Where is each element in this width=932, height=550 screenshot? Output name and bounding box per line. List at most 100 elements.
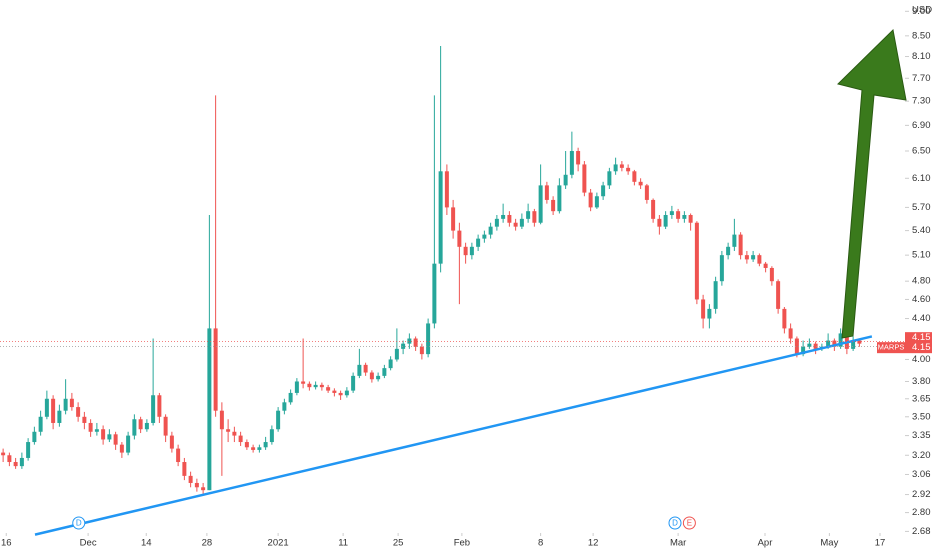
y-tick-label: 3.65 (912, 393, 931, 404)
price-label-bg (905, 332, 932, 344)
candle-body (132, 419, 137, 436)
candle-body (663, 214, 668, 227)
price-label-bg (905, 342, 932, 354)
trendline (34, 335, 873, 536)
x-tick-label: 8 (538, 538, 543, 549)
x-tick-label: Mar (670, 538, 686, 549)
y-tick-label: 5.10 (912, 250, 931, 261)
candle-body (376, 375, 381, 380)
candle-body (669, 211, 674, 215)
candle-body (407, 338, 412, 344)
event-label: D (76, 519, 82, 528)
candle-body (238, 435, 243, 443)
y-tick-label: 2.68 (912, 526, 931, 537)
candle-body (207, 328, 212, 491)
candle-body (651, 199, 656, 219)
candle-body (569, 151, 574, 175)
candle-body (419, 346, 424, 355)
y-tick-label: 3.35 (912, 430, 931, 441)
candle-body (169, 435, 174, 449)
candle-body (76, 407, 81, 417)
candle-body (319, 384, 324, 388)
candle-body (507, 214, 512, 223)
y-tick-label: 4.80 (912, 276, 931, 287)
candle-body (369, 372, 374, 380)
candle-body (1, 452, 6, 456)
candle-body (51, 398, 56, 423)
candle-body (163, 416, 168, 436)
candle-body (113, 434, 118, 445)
candle-body (494, 218, 499, 227)
candle-body (488, 226, 493, 235)
candle-body (688, 214, 693, 223)
candle-body (213, 328, 218, 411)
candle-body (813, 343, 818, 349)
y-tick-label: 4.40 (912, 313, 931, 324)
candle-body (776, 281, 781, 309)
candle-body (257, 447, 262, 450)
candle-body (182, 462, 187, 476)
candle-body (644, 185, 649, 200)
y-tick-label: 2.92 (912, 489, 931, 500)
candle-body (501, 214, 506, 219)
candle-body (13, 462, 18, 467)
candle-body (469, 246, 474, 256)
y-tick-label: 9.00 (912, 6, 931, 17)
candle-body (19, 457, 24, 467)
price-label: 4.15 (912, 342, 931, 353)
candle-body (388, 359, 393, 369)
candle-body (726, 246, 731, 256)
candle-body (282, 402, 287, 411)
candle-body (82, 416, 87, 423)
candle-body (294, 381, 299, 393)
candle-body (707, 308, 712, 319)
candle-body (57, 410, 62, 423)
event-label: D (672, 519, 678, 528)
candle-body (344, 390, 349, 396)
candle-body (482, 234, 487, 239)
candle-body (513, 222, 518, 227)
candle-body (201, 487, 206, 491)
x-tick-label: 11 (338, 538, 348, 549)
candle-body (338, 392, 343, 396)
candle-body (713, 281, 718, 309)
candle-body (638, 181, 643, 186)
candle-body (563, 174, 568, 186)
candle-body (219, 410, 224, 430)
event-marker (682, 516, 696, 530)
candle-body (44, 398, 49, 417)
y-tick-label: 8.50 (912, 30, 931, 41)
candle-body (251, 447, 256, 450)
y-tick-label: 7.70 (912, 73, 931, 84)
candle-body (226, 429, 231, 432)
candle-body (413, 338, 418, 347)
symbol-label: MARPS (878, 343, 905, 352)
y-tick-label: 4.00 (912, 354, 931, 365)
x-tick-label: 17 (875, 538, 886, 549)
candle-body (244, 442, 249, 448)
candle-body (138, 419, 143, 430)
y-tick-label: 6.90 (912, 120, 931, 131)
candle-body (594, 196, 599, 208)
candle-body (63, 398, 68, 411)
candle-body (794, 338, 799, 355)
x-tick-label: 14 (141, 538, 152, 549)
y-tick-label: 2.80 (912, 507, 931, 518)
candle-body (582, 164, 587, 193)
candle-body (526, 211, 531, 219)
currency-label: USD (912, 5, 932, 16)
candle-body (832, 340, 837, 347)
y-tick-label: 6.50 (912, 146, 931, 157)
candle-body (738, 234, 743, 256)
candle-body (38, 416, 43, 432)
y-tick-label: 3.06 (912, 469, 931, 480)
candle-body (382, 368, 387, 376)
candle-body (144, 422, 149, 430)
candle-body (313, 384, 318, 388)
candle-body (463, 246, 468, 256)
candle-body (632, 171, 637, 182)
candle-body (532, 211, 537, 223)
candle-body (394, 348, 399, 360)
y-tick-label: 5.40 (912, 225, 931, 236)
